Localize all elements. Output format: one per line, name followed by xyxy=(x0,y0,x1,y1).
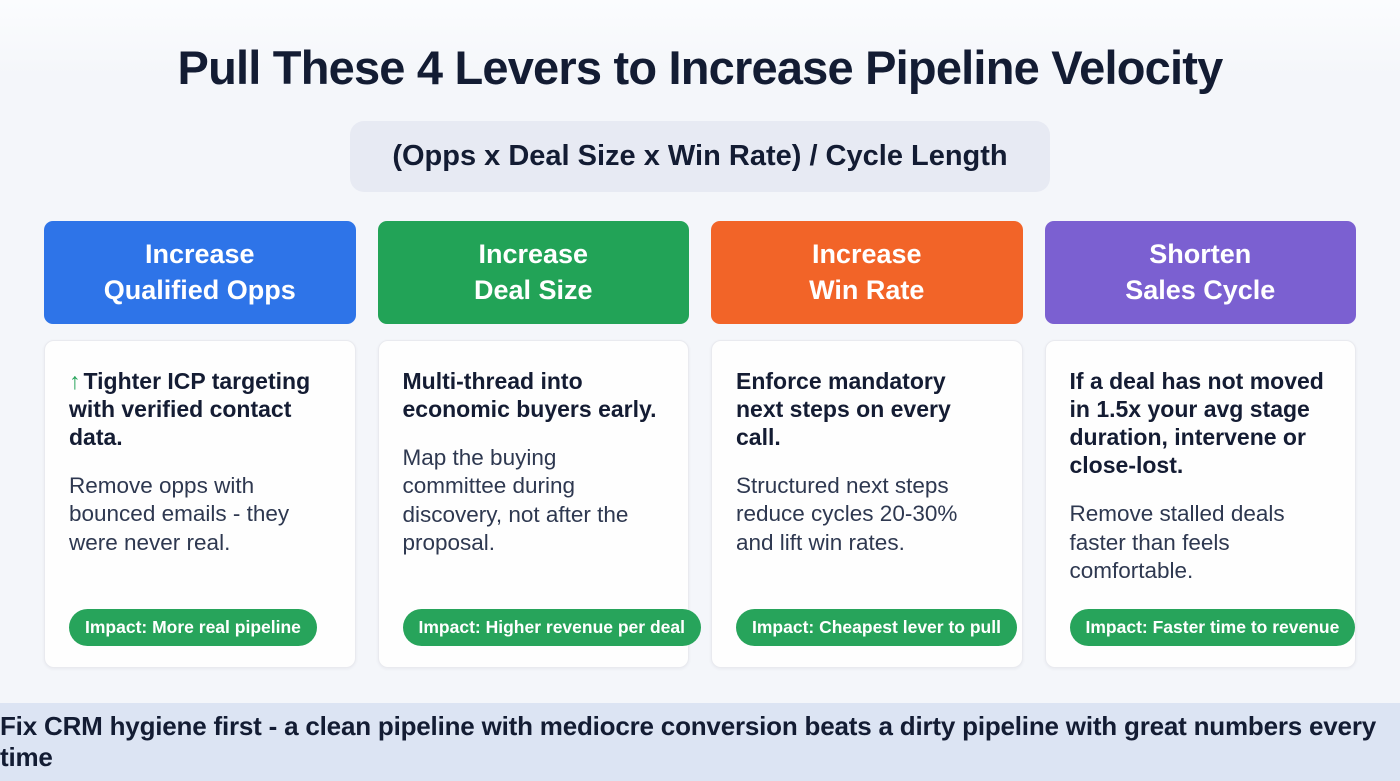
levers-grid: Increase Qualified Opps Increase Deal Si… xyxy=(44,221,1356,668)
up-arrow-icon: ↑ xyxy=(69,368,81,394)
lever-header-win-rate: Increase Win Rate xyxy=(711,221,1023,324)
card-body-text: Remove stalled deals faster than feels c… xyxy=(1069,501,1285,583)
impact-badge: Impact: Faster time to revenue xyxy=(1069,609,1356,646)
card-headline: Enforce mandatory next steps on every ca… xyxy=(736,367,998,451)
impact-badge: Impact: More real pipeline xyxy=(69,609,317,646)
footer-note: Fix CRM hygiene first - a clean pipeline… xyxy=(0,711,1376,772)
card-headline-text: Multi-thread into economic buyers early. xyxy=(402,368,657,423)
formula-row: (Opps x Deal Size x Win Rate) / Cycle Le… xyxy=(0,121,1400,192)
card-headline: Multi-thread into economic buyers early. xyxy=(403,367,665,423)
card-headline: If a deal has not moved in 1.5x your avg… xyxy=(1070,367,1332,479)
lever-card-sales-cycle: If a deal has not moved in 1.5x your avg… xyxy=(1044,340,1356,668)
card-headline-text: Tighter ICP targeting with verified cont… xyxy=(69,368,311,451)
lever-header-deal-size: Increase Deal Size xyxy=(377,221,689,324)
lever-header-qualified-opps: Increase Qualified Opps xyxy=(44,221,356,324)
lever-card-qualified-opps: ↑ Tighter ICP targeting with verified con… xyxy=(44,340,356,668)
lever-card-win-rate: Enforce mandatory next steps on every ca… xyxy=(711,340,1023,668)
footer-band: Fix CRM hygiene first - a clean pipeline… xyxy=(0,703,1400,781)
pipeline-velocity-formula: (Opps x Deal Size x Win Rate) / Cycle Le… xyxy=(350,121,1050,192)
card-headline: ↑ Tighter ICP targeting with verified con… xyxy=(69,367,331,451)
page-title: Pull These 4 Levers to Increase Pipeline… xyxy=(177,41,1224,94)
card-body-text: Structured next steps reduce cycles 20-3… xyxy=(736,473,958,555)
card-headline-text: If a deal has not moved in 1.5x your avg… xyxy=(1069,368,1324,479)
card-body-text: Map the buying committee during discover… xyxy=(402,445,629,556)
impact-badge: Impact: Higher revenue per deal xyxy=(402,609,701,646)
lever-card-deal-size: Multi-thread into economic buyers early.… xyxy=(377,340,701,668)
impact-badge: Impact: Cheapest lever to pull xyxy=(736,609,1017,646)
card-headline-text: Enforce mandatory next steps on every ca… xyxy=(736,368,951,451)
lever-header-sales-cycle: Shorten Sales Cycle xyxy=(1044,221,1356,324)
card-body-text: Remove opps with bounced emails - they w… xyxy=(69,473,290,555)
